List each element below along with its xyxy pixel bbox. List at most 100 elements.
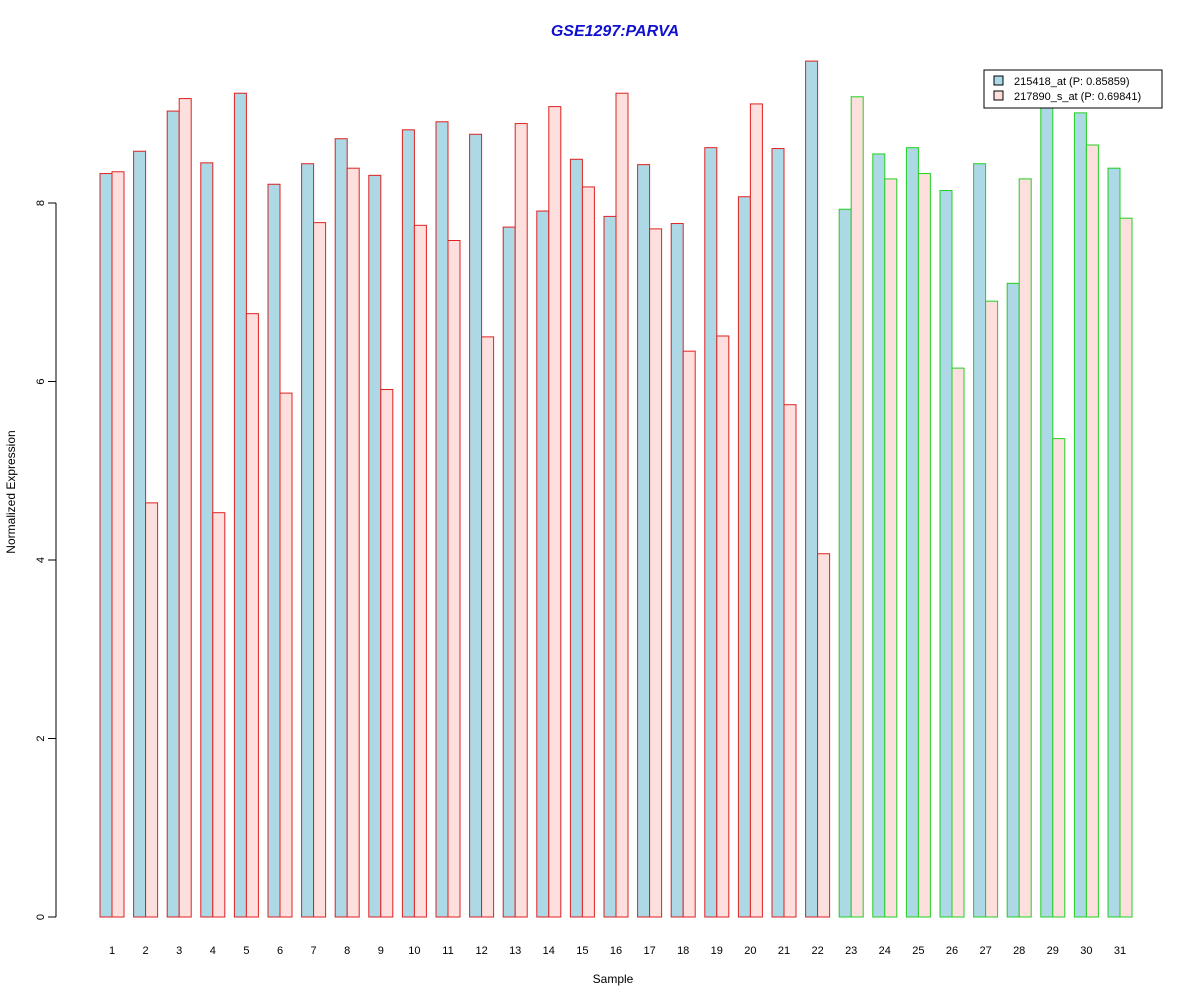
legend-label-series-2: 217890_s_at (P: 0.69841) [1014,91,1141,103]
y-tick-label: 0 [35,914,47,920]
bar-sample-17-series-2 [649,228,663,918]
chart-title: GSE1297:PARVA [551,23,679,40]
bar-sample-21-series-1 [771,148,785,918]
x-tick-label-15: 15 [576,945,588,957]
bar-sample-29-series-1 [1040,101,1054,918]
bar-sample-28-series-2 [1018,178,1032,918]
bar-sample-29-series-2 [1052,438,1066,918]
x-tick-label-11: 11 [442,945,453,957]
bar-sample-20-series-2 [749,103,763,918]
bar-sample-16-series-2 [615,92,629,918]
bar-sample-10-series-1 [401,129,415,918]
bar-sample-22-series-1 [805,60,819,918]
bar-sample-14-series-1 [536,210,550,918]
bar-sample-6-series-1 [267,183,281,918]
x-tick-label-5: 5 [243,945,249,957]
bar-sample-3-series-2 [178,98,192,918]
x-tick-label-28: 28 [1013,945,1025,957]
legend-swatch-series-1 [993,75,1004,86]
bar-sample-27-series-1 [973,163,987,918]
bar-sample-24-series-2 [884,178,898,918]
bar-sample-3-series-1 [166,110,180,918]
bar-sample-23-series-1 [838,208,852,918]
bar-sample-31-series-2 [1119,217,1133,918]
bar-sample-25-series-2 [917,173,931,918]
bar-sample-17-series-1 [637,164,651,918]
x-tick-label-20: 20 [744,945,756,957]
x-axis-label: Sample [593,972,634,986]
x-tick-label-18: 18 [677,945,689,957]
y-tick-label: 8 [35,200,47,206]
bar-sample-8-series-1 [334,138,348,918]
x-tick-label-31: 31 [1114,945,1126,957]
x-tick-label-25: 25 [912,945,924,957]
x-tick-label-19: 19 [711,945,723,957]
bar-sample-4-series-1 [200,162,214,918]
bar-sample-9-series-1 [368,174,382,918]
x-tick-label-4: 4 [210,945,216,957]
y-axis-label: Normalized Expression [4,430,18,553]
bar-sample-8-series-2 [346,167,360,918]
bar-sample-28-series-1 [1006,282,1020,918]
bar-sample-27-series-2 [985,300,999,918]
bar-sample-23-series-2 [850,96,864,918]
bar-sample-14-series-2 [548,106,562,918]
bar-sample-19-series-1 [704,147,718,918]
x-tick-label-2: 2 [143,945,149,957]
x-tick-label-12: 12 [475,945,487,957]
bar-sample-2-series-2 [145,502,159,918]
bar-sample-1-series-1 [99,173,113,918]
x-tick-label-9: 9 [378,945,384,957]
x-tick-label-22: 22 [811,945,823,957]
x-tick-label-16: 16 [610,945,622,957]
bar-sample-7-series-2 [313,222,327,918]
bar-sample-20-series-1 [737,196,751,918]
bar-sample-9-series-2 [380,389,394,918]
y-axis-ticks: 0 2 4 6 8 [35,200,56,920]
x-tick-label-3: 3 [176,945,182,957]
x-tick-label-10: 10 [408,945,420,957]
bar-sample-19-series-2 [716,335,730,918]
bar-sample-26-series-1 [939,190,953,918]
bar-sample-5-series-2 [245,313,259,918]
bar-sample-30-series-2 [1085,144,1099,918]
y-tick-label: 2 [35,735,47,741]
bar-sample-26-series-2 [951,367,965,918]
legend: 215418_at (P: 0.85859) 217890_s_at (P: 0… [983,69,1163,109]
bar-sample-18-series-1 [670,223,684,918]
bar-sample-12-series-1 [469,133,483,918]
x-axis-tick-labels: 1 2 3 4 5 6 7 8 9 10 11 12 13 14 15 16 17 18 19 20 21 22 23 24 2… [109,945,1126,957]
bar-sample-12-series-2 [481,336,495,918]
legend-box [983,69,1163,109]
x-tick-label-23: 23 [845,945,857,957]
legend-label-series-1: 215418_at (P: 0.85859) [1014,76,1130,88]
x-tick-label-29: 29 [1047,945,1059,957]
x-tick-label-8: 8 [344,945,350,957]
bar-sample-13-series-1 [502,226,516,918]
x-tick-label-7: 7 [311,945,317,957]
bar-sample-15-series-2 [581,186,595,918]
bar-sample-4-series-2 [212,512,226,918]
x-tick-label-6: 6 [277,945,283,957]
legend-swatch-series-2 [993,90,1004,101]
bar-sample-16-series-1 [603,215,617,918]
y-tick-label: 4 [35,557,47,563]
bar-sample-5-series-1 [233,92,247,918]
x-tick-label-26: 26 [946,945,958,957]
bar-sample-2-series-1 [133,150,147,918]
bar-sample-31-series-1 [1107,167,1121,918]
bar-sample-13-series-2 [514,123,528,918]
x-tick-label-27: 27 [979,945,991,957]
x-tick-label-24: 24 [879,945,891,957]
bar-sample-11-series-1 [435,121,449,918]
x-tick-label-1: 1 [109,945,115,957]
y-tick-label: 6 [35,378,47,384]
bars-group [99,60,1133,918]
bar-sample-24-series-1 [872,153,886,918]
bar-sample-18-series-2 [682,350,696,918]
x-tick-label-30: 30 [1080,945,1092,957]
bar-sample-1-series-2 [111,171,125,918]
bar-sample-15-series-1 [569,158,583,918]
bar-sample-30-series-1 [1073,112,1087,918]
